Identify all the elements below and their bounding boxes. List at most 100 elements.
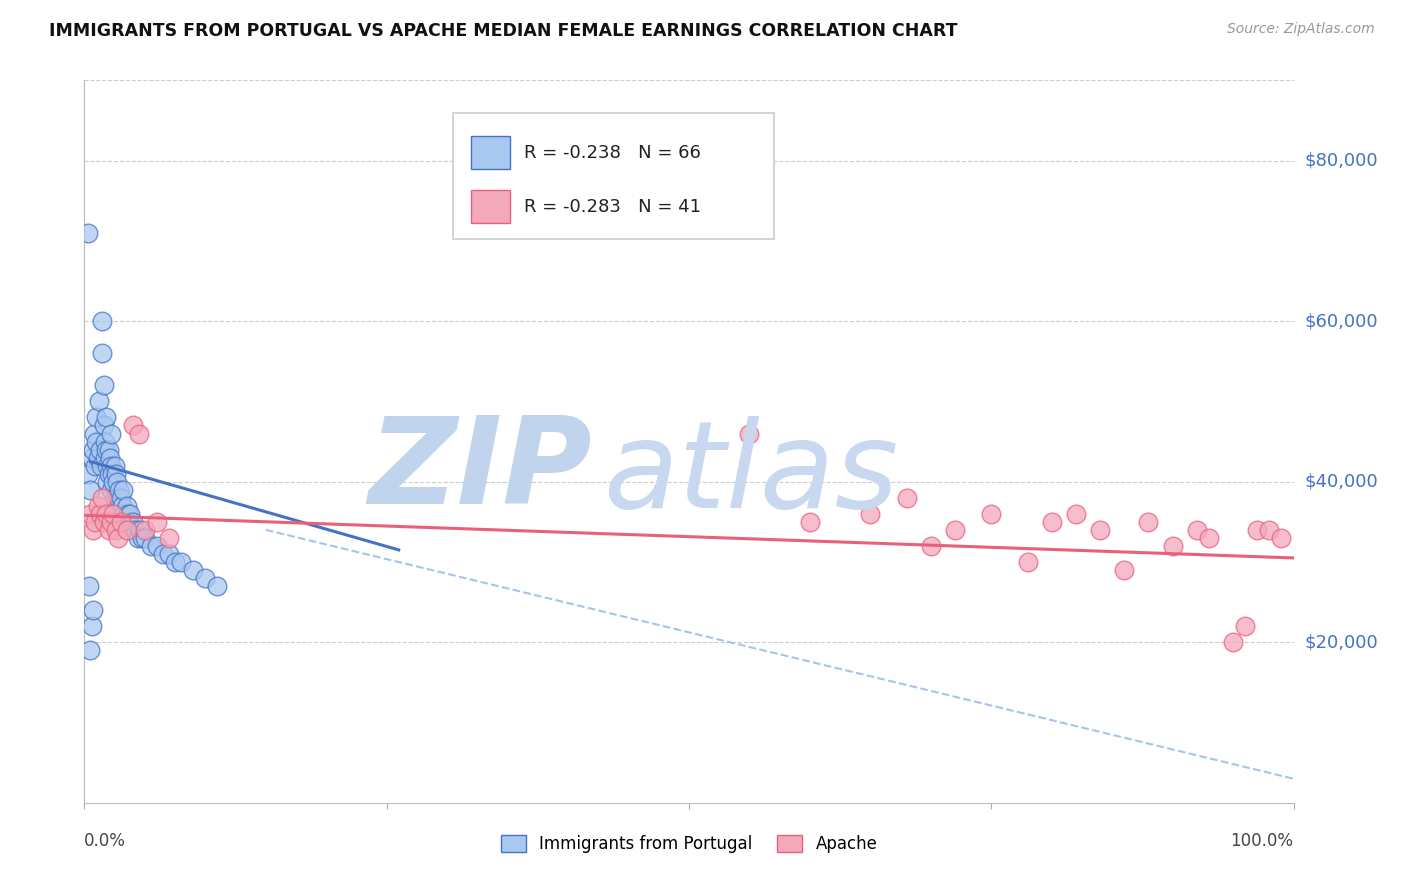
Point: [94, 450, 117, 465]
Point: [110, 491, 132, 505]
Point: [1198, 531, 1220, 545]
Point: [127, 531, 149, 545]
Point: [100, 458, 122, 473]
Point: [86, 499, 108, 513]
Point: [1088, 523, 1111, 537]
Point: [920, 539, 942, 553]
Point: [93, 418, 115, 433]
Point: [738, 426, 761, 441]
Point: [104, 467, 127, 481]
Point: [207, 579, 229, 593]
Point: [107, 531, 129, 545]
Point: [128, 426, 150, 441]
Point: [91, 346, 114, 360]
Point: [94, 507, 117, 521]
Point: [943, 523, 966, 537]
Point: [121, 418, 143, 433]
Point: [100, 426, 122, 441]
Point: [84, 458, 107, 473]
Point: [896, 491, 918, 505]
Point: [79, 483, 101, 497]
Point: [84, 515, 107, 529]
Point: [121, 515, 143, 529]
Text: 100.0%: 100.0%: [1230, 831, 1294, 850]
Point: [134, 523, 156, 537]
Point: [77, 467, 100, 481]
Point: [107, 491, 129, 505]
Point: [91, 314, 114, 328]
Point: [1185, 523, 1208, 537]
Point: [80, 450, 103, 465]
Point: [82, 442, 104, 457]
Point: [94, 434, 117, 449]
Point: [94, 442, 117, 457]
Point: [139, 539, 162, 553]
Point: [1222, 635, 1244, 649]
Point: [157, 547, 180, 561]
Text: ZIP: ZIP: [368, 412, 592, 529]
Text: R = -0.283   N = 41: R = -0.283 N = 41: [524, 198, 702, 216]
Point: [79, 643, 101, 657]
Point: [799, 515, 821, 529]
Point: [134, 531, 156, 545]
Point: [77, 226, 100, 240]
Point: [1017, 555, 1039, 569]
Point: [110, 515, 132, 529]
Point: [146, 539, 169, 553]
Point: [115, 499, 138, 513]
Point: [120, 507, 142, 521]
Point: [1064, 507, 1087, 521]
Point: [98, 450, 121, 465]
FancyBboxPatch shape: [453, 112, 773, 239]
Point: [118, 515, 141, 529]
Bar: [471, 191, 510, 223]
Point: [97, 523, 120, 537]
Point: [115, 523, 138, 537]
Point: [165, 555, 187, 569]
Point: [86, 434, 108, 449]
Point: [108, 483, 131, 497]
Point: [103, 475, 125, 489]
Point: [1114, 563, 1136, 577]
Point: [104, 523, 127, 537]
Point: [146, 515, 169, 529]
Point: [181, 563, 204, 577]
Point: [104, 491, 127, 505]
Point: [82, 603, 104, 617]
Point: [117, 507, 139, 521]
Text: $60,000: $60,000: [1305, 312, 1378, 330]
Text: atlas: atlas: [605, 416, 900, 533]
Point: [86, 450, 108, 465]
Point: [170, 555, 193, 569]
Point: [112, 507, 135, 521]
Point: [93, 378, 115, 392]
Point: [129, 523, 152, 537]
Point: [96, 475, 118, 489]
Point: [100, 483, 122, 497]
Point: [97, 467, 120, 481]
Point: [1161, 539, 1184, 553]
Point: [1270, 531, 1292, 545]
Point: [83, 426, 105, 441]
Point: [157, 531, 180, 545]
Point: [104, 458, 127, 473]
Point: [80, 619, 103, 633]
Point: [101, 467, 124, 481]
Point: [1040, 515, 1063, 529]
Point: [93, 515, 115, 529]
Point: [79, 507, 101, 521]
Point: [1137, 515, 1160, 529]
Point: [114, 515, 136, 529]
Point: [105, 475, 128, 489]
Point: [112, 483, 135, 497]
Point: [859, 507, 882, 521]
Point: [131, 531, 153, 545]
Text: IMMIGRANTS FROM PORTUGAL VS APACHE MEDIAN FEMALE EARNINGS CORRELATION CHART: IMMIGRANTS FROM PORTUGAL VS APACHE MEDIA…: [49, 22, 957, 40]
Point: [1246, 523, 1268, 537]
Point: [91, 491, 114, 505]
Text: $80,000: $80,000: [1305, 152, 1378, 169]
Bar: [471, 136, 510, 169]
Point: [90, 458, 112, 473]
Point: [82, 523, 104, 537]
Point: [124, 523, 146, 537]
